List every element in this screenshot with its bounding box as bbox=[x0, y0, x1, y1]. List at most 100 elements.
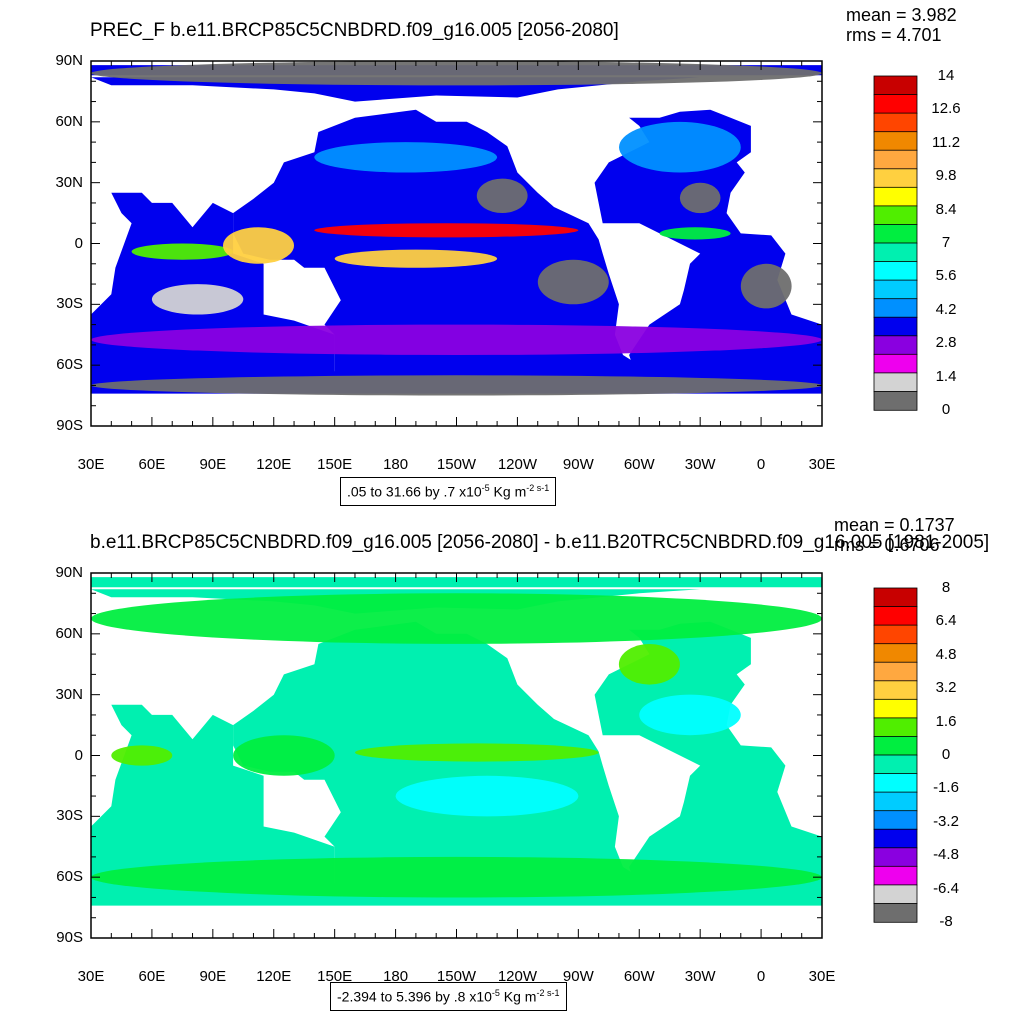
range-exponent: -5 bbox=[481, 483, 490, 493]
region-southern-ocean-increase bbox=[91, 856, 822, 898]
region-north-pacific-storm-track bbox=[314, 142, 498, 173]
lat-tick-label: 90S bbox=[56, 417, 83, 434]
lat-tick-label: 60S bbox=[56, 868, 83, 886]
lon-tick-label: 150E bbox=[317, 456, 353, 473]
colorbar-swatch bbox=[873, 298, 918, 319]
colorbar-swatch bbox=[873, 828, 918, 849]
lat-tick-label: 0 bbox=[74, 746, 83, 764]
colorbar-swatch bbox=[873, 223, 918, 244]
lon-tick-label: 120W bbox=[497, 456, 537, 473]
colorbar-label: 7 bbox=[941, 234, 951, 251]
region-south-pacific-convergence-zone bbox=[334, 249, 498, 268]
top-contour-range-box: .05 to 31.66 by .7 x10-5 Kg m-2 s-1 bbox=[340, 477, 557, 506]
lon-tick-label: 120E bbox=[256, 456, 292, 473]
region-se-atlantic-dry-zone bbox=[740, 263, 792, 309]
region-equatorial-pacific-itcz bbox=[314, 223, 579, 238]
colorbar-label: -4.8 bbox=[933, 846, 959, 864]
lon-tick-label: 60E bbox=[138, 456, 166, 473]
colorbar-swatch bbox=[873, 680, 918, 701]
bottom-map-panel: b.e11.BRCP85C5CNBDRD.f09_g16.005 [2056-2… bbox=[0, 512, 1024, 1024]
region-gulf-stream-extension bbox=[618, 644, 680, 685]
top-map-panel: PREC_F b.e11.BRCP85C5CNBDRD.f09_g16.005 … bbox=[55, 5, 961, 506]
colorbar-swatch bbox=[873, 902, 918, 923]
colorbar-label: 2.8 bbox=[935, 334, 957, 352]
colorbar-swatch bbox=[873, 168, 918, 189]
range-unit: Kg m bbox=[489, 483, 527, 500]
colorbar-label: 1.4 bbox=[935, 367, 957, 385]
colorbar-label: 6.4 bbox=[935, 612, 957, 630]
bottom-mean-text: mean = 0.1737 bbox=[834, 515, 955, 535]
colorbar-label: 14 bbox=[937, 67, 955, 84]
lon-tick-label: 30W bbox=[684, 456, 716, 473]
colorbar-swatch bbox=[873, 242, 918, 263]
lat-tick-label: 30N bbox=[55, 685, 83, 703]
top-mean-text: mean = 3.982 bbox=[846, 5, 957, 25]
region-equatorial-western-indian-ocean-increase bbox=[111, 745, 173, 766]
region-high-latitudes-increase bbox=[91, 593, 822, 644]
top-map-title: PREC_F b.e11.BRCP85C5CNBDRD.f09_g16.005 … bbox=[90, 20, 619, 41]
lat-tick-label: 60N bbox=[55, 112, 83, 130]
lon-tick-label: 120W bbox=[497, 968, 537, 985]
colorbar-swatch bbox=[873, 335, 918, 356]
bottom-rms-text: rms = 0.6706 bbox=[834, 535, 940, 555]
colorbar-swatch bbox=[873, 149, 918, 170]
axis-ticks bbox=[90, 60, 823, 427]
colorbar-swatch bbox=[873, 205, 918, 226]
lon-tick-label: 0 bbox=[756, 456, 766, 473]
colorbar-swatch bbox=[873, 131, 918, 151]
lat-tick-label: 30S bbox=[56, 295, 83, 313]
region-antarctic-coast bbox=[91, 375, 822, 396]
ocean-basin bbox=[594, 109, 822, 386]
colorbar-label: -8 bbox=[939, 913, 953, 930]
lon-tick-label: 150E bbox=[317, 968, 353, 985]
lon-tick-label: 150W bbox=[436, 456, 477, 473]
top-map-svg bbox=[90, 60, 918, 427]
region-equatorial-central-east-pacific-increase bbox=[355, 743, 599, 762]
colorbar-swatch bbox=[873, 587, 918, 608]
colorbar-label: 1.6 bbox=[935, 712, 957, 730]
range-unit: Kg m bbox=[499, 988, 537, 1005]
colorbar-label: 0 bbox=[941, 746, 951, 763]
region-subtropical-south-pacific-decrease bbox=[395, 775, 579, 817]
colorbar-label: 9.8 bbox=[935, 167, 957, 185]
lon-tick-label: 150W bbox=[436, 968, 477, 985]
region-se-pacific-dry-zone bbox=[537, 259, 609, 305]
lat-tick-label: 90N bbox=[55, 52, 83, 69]
colorbar-swatch bbox=[873, 372, 918, 393]
precip-diff-field bbox=[91, 577, 822, 906]
top-colorbar bbox=[873, 75, 918, 411]
range-prefix: .05 to 31.66 by .7 x10 bbox=[347, 483, 482, 500]
bottom-map-svg bbox=[90, 572, 918, 939]
lon-tick-label: 60E bbox=[138, 968, 166, 985]
colorbar-swatch bbox=[873, 698, 918, 719]
lon-tick-label: 30E bbox=[808, 456, 836, 473]
lon-tick-label: 30E bbox=[77, 456, 105, 473]
lat-tick-label: 60N bbox=[55, 624, 83, 642]
colorbar-swatch bbox=[873, 717, 918, 738]
region-ne-pacific-dry-zone bbox=[476, 178, 528, 213]
lon-tick-label: 180 bbox=[383, 968, 409, 985]
lon-tick-label: 0 bbox=[756, 968, 766, 985]
colorbar-label: 3.2 bbox=[935, 679, 957, 697]
colorbar-swatch bbox=[873, 661, 918, 682]
bottom-map-title: b.e11.BRCP85C5CNBDRD.f09_g16.005 [2056-2… bbox=[90, 532, 990, 553]
colorbar-swatch bbox=[873, 791, 918, 812]
region-atlantic-itcz bbox=[659, 227, 731, 240]
colorbar-swatch bbox=[873, 754, 918, 775]
region-north-atlantic-storm-track bbox=[619, 121, 741, 173]
region-maritime-continent bbox=[223, 227, 294, 264]
ocean-basin bbox=[594, 621, 822, 898]
lon-tick-label: 120E bbox=[256, 968, 292, 985]
lat-tick-label: 30N bbox=[55, 173, 83, 191]
colorbar-swatch bbox=[873, 884, 918, 905]
colorbar-label: 8.4 bbox=[935, 200, 957, 218]
colorbar-label: -3.2 bbox=[933, 812, 959, 830]
colorbar-swatch bbox=[873, 94, 918, 114]
colorbar-label: 4.8 bbox=[935, 645, 957, 663]
colorbar-swatch bbox=[873, 810, 918, 831]
range-unit-exponent: -2 s-1 bbox=[526, 483, 550, 493]
colorbar-swatch bbox=[873, 279, 918, 300]
colorbar-label: -1.6 bbox=[933, 779, 959, 797]
ocean-basin bbox=[233, 109, 640, 386]
axis-ticks bbox=[90, 572, 823, 939]
